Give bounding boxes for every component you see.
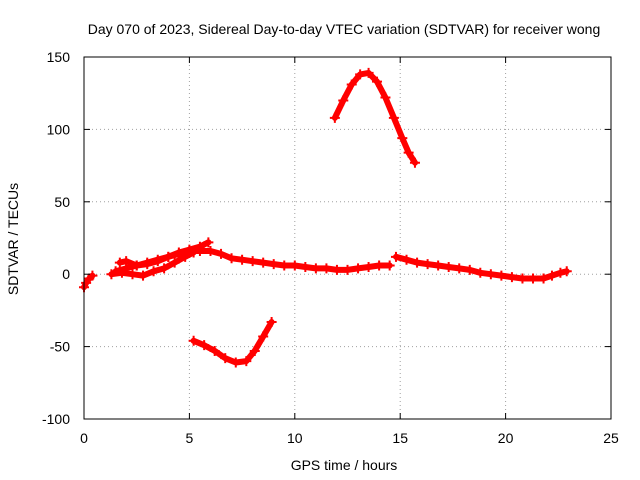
data-point — [169, 257, 180, 268]
data-point — [485, 269, 496, 280]
y-axis-label: SDTVAR / TECUs — [5, 183, 21, 295]
data-point — [412, 257, 423, 268]
data-point — [433, 260, 444, 271]
x-tick-label: 10 — [287, 430, 303, 446]
data-point — [127, 269, 138, 280]
data-point — [555, 267, 566, 278]
data-point — [173, 248, 184, 259]
series-line — [81, 272, 96, 291]
data-point — [454, 263, 465, 274]
y-tick-label: 100 — [47, 121, 71, 137]
data-point — [517, 273, 528, 284]
data-point — [138, 270, 149, 281]
data-point — [464, 264, 475, 275]
data-point — [121, 256, 132, 267]
data-point — [258, 257, 269, 268]
x-axis-label: GPS time / hours — [291, 457, 398, 473]
data-point — [346, 79, 357, 90]
data-point — [241, 356, 252, 367]
data-point — [184, 246, 195, 257]
data-point — [249, 345, 260, 356]
data-point — [363, 67, 374, 78]
y-tick-label: 0 — [62, 266, 70, 282]
data-point — [220, 353, 231, 364]
data-point — [496, 270, 507, 281]
data-point — [363, 261, 374, 272]
data-point — [268, 259, 279, 270]
chart-title: Day 070 of 2023, Sidereal Day-to-day VTE… — [88, 21, 601, 37]
x-tick-label: 20 — [498, 430, 514, 446]
series-group — [79, 67, 572, 368]
data-point — [148, 266, 159, 277]
series-track-g — [329, 67, 420, 168]
data-point — [230, 357, 241, 368]
data-point — [374, 260, 385, 271]
grid — [84, 57, 611, 419]
data-point — [194, 246, 205, 257]
data-point — [422, 259, 433, 270]
data-point — [506, 272, 517, 283]
x-tick-label: 5 — [186, 430, 194, 446]
data-point — [528, 273, 539, 284]
data-point — [310, 263, 321, 274]
data-point — [209, 345, 220, 356]
data-point — [409, 157, 420, 168]
data-point — [216, 248, 227, 259]
data-point — [300, 261, 311, 272]
data-point — [384, 260, 395, 271]
ticks: 0 5 10 15 20 25 -100 -50 0 50 100 150 — [42, 49, 619, 446]
x-tick-label: 15 — [392, 430, 408, 446]
data-point — [355, 69, 366, 80]
data-point — [188, 335, 199, 346]
data-point — [131, 260, 142, 271]
data-point — [331, 264, 342, 275]
data-point — [199, 340, 210, 351]
data-point — [397, 133, 408, 144]
plot-frame — [83, 56, 612, 420]
data-point — [163, 251, 174, 262]
data-point — [87, 270, 98, 281]
data-point — [546, 270, 557, 281]
data-point — [266, 316, 277, 327]
data-point — [538, 273, 549, 284]
series-track-f — [188, 316, 277, 368]
data-point — [110, 266, 121, 277]
data-point — [205, 246, 216, 257]
data-point — [390, 251, 401, 262]
series-track-e — [390, 251, 572, 284]
data-point — [401, 254, 412, 265]
series-track-d — [114, 246, 395, 275]
y-tick-label: 150 — [47, 49, 71, 65]
data-point — [247, 256, 258, 267]
data-point — [403, 147, 414, 158]
data-point — [380, 92, 391, 103]
data-point — [289, 260, 300, 271]
data-point — [152, 254, 163, 265]
data-point — [114, 257, 125, 268]
data-point — [475, 267, 486, 278]
data-point — [321, 263, 332, 274]
data-point — [342, 264, 353, 275]
data-point — [258, 331, 269, 342]
data-point — [443, 261, 454, 272]
data-point — [353, 263, 364, 274]
data-point — [142, 257, 153, 268]
y-tick-label: -50 — [50, 339, 70, 355]
data-point — [372, 76, 383, 87]
data-point — [561, 266, 572, 277]
x-tick-label: 0 — [80, 430, 88, 446]
data-point — [329, 112, 340, 123]
data-point — [226, 253, 237, 264]
data-point — [203, 237, 214, 248]
data-point — [279, 260, 290, 271]
data-point — [388, 112, 399, 123]
x-tick-label: 25 — [603, 430, 619, 446]
data-point — [159, 263, 170, 274]
data-point — [338, 95, 349, 106]
data-point — [237, 254, 248, 265]
y-tick-label: 50 — [54, 194, 70, 210]
y-tick-label: -100 — [42, 411, 70, 427]
